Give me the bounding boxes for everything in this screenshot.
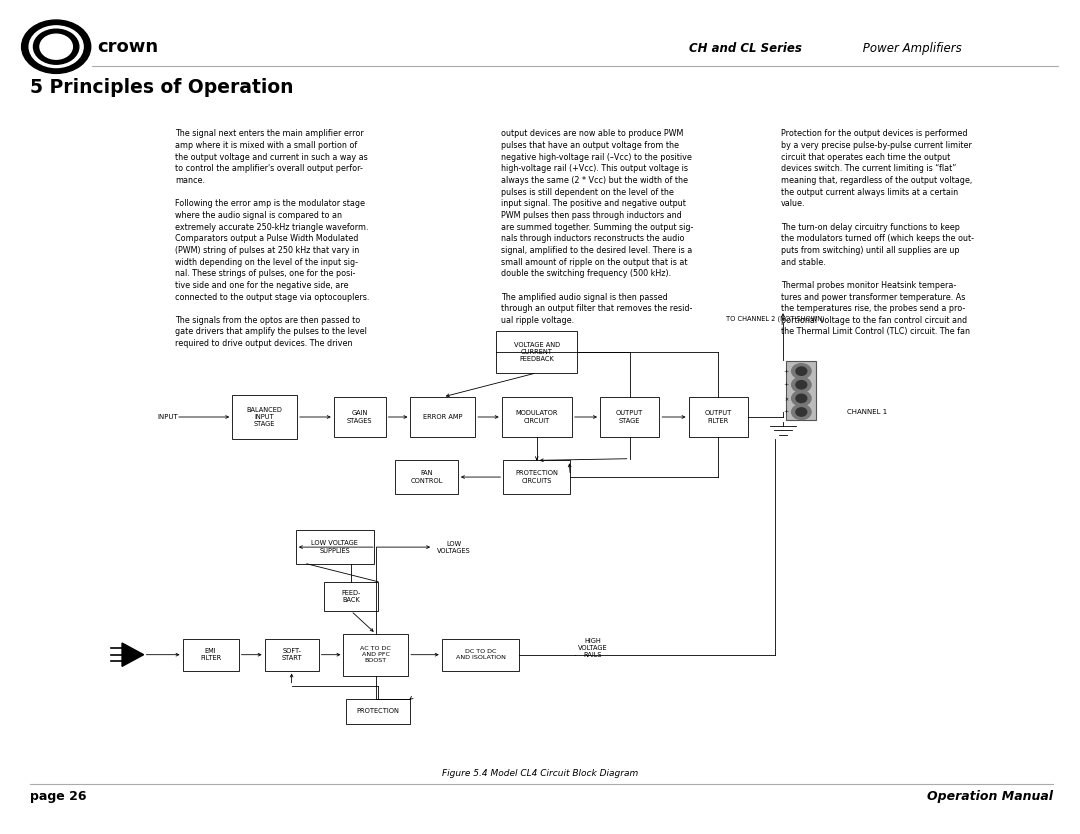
FancyBboxPatch shape: [232, 395, 297, 439]
Text: BALANCED
INPUT
STAGE: BALANCED INPUT STAGE: [246, 407, 283, 427]
Circle shape: [792, 364, 811, 379]
Text: SOFT-
START: SOFT- START: [282, 648, 301, 661]
Text: PROTECTION: PROTECTION: [356, 708, 400, 715]
Circle shape: [29, 26, 83, 68]
Text: FEED-
BACK: FEED- BACK: [341, 590, 361, 603]
FancyBboxPatch shape: [296, 530, 374, 564]
FancyBboxPatch shape: [183, 639, 239, 671]
FancyBboxPatch shape: [600, 397, 659, 437]
Circle shape: [792, 377, 811, 392]
Text: DC TO DC
AND ISOLATION: DC TO DC AND ISOLATION: [456, 649, 505, 661]
Text: ✕: ✕: [784, 396, 788, 401]
Polygon shape: [122, 643, 144, 666]
Text: 5 Principles of Operation: 5 Principles of Operation: [30, 78, 294, 98]
FancyBboxPatch shape: [503, 460, 570, 494]
Text: PROTECTION
CIRCUITS: PROTECTION CIRCUITS: [515, 470, 558, 484]
Text: GAIN
STAGES: GAIN STAGES: [347, 410, 373, 424]
Text: LOW VOLTAGE
SUPPLIES: LOW VOLTAGE SUPPLIES: [311, 540, 359, 554]
Text: CH and CL Series: CH and CL Series: [689, 42, 802, 55]
Text: CHANNEL 1: CHANNEL 1: [847, 409, 887, 415]
FancyBboxPatch shape: [265, 639, 319, 671]
Text: The signal next enters the main amplifier error
amp where it is mixed with a sma: The signal next enters the main amplifie…: [175, 129, 369, 348]
Circle shape: [33, 29, 79, 64]
FancyBboxPatch shape: [501, 397, 572, 437]
Text: EMI
FILTER: EMI FILTER: [200, 648, 221, 661]
Circle shape: [792, 404, 811, 420]
Circle shape: [796, 394, 807, 403]
Circle shape: [796, 408, 807, 416]
Circle shape: [40, 34, 72, 59]
Polygon shape: [46, 42, 66, 53]
Text: VOLTAGE AND
CURRENT
FEEDBACK: VOLTAGE AND CURRENT FEEDBACK: [514, 342, 559, 362]
Text: Protection for the output devices is performed
by a very precise pulse-by-pulse : Protection for the output devices is per…: [781, 129, 974, 336]
Text: OUTPUT
FILTER: OUTPUT FILTER: [704, 410, 732, 424]
Circle shape: [22, 20, 91, 73]
Text: HIGH
VOLTAGE
RAILS: HIGH VOLTAGE RAILS: [578, 638, 607, 658]
Text: TO CHANNEL 2 (NOT SHOWN): TO CHANNEL 2 (NOT SHOWN): [726, 315, 825, 322]
Circle shape: [796, 367, 807, 375]
FancyBboxPatch shape: [346, 699, 410, 724]
Text: page 26: page 26: [30, 790, 86, 803]
Text: crown: crown: [97, 38, 159, 56]
Circle shape: [796, 380, 807, 389]
FancyBboxPatch shape: [786, 361, 816, 420]
Text: Operation Manual: Operation Manual: [927, 790, 1053, 803]
FancyBboxPatch shape: [343, 634, 408, 676]
Text: output devices are now able to produce PWM
pulses that have an output voltage fr: output devices are now able to produce P…: [501, 129, 693, 324]
Text: ERROR AMP: ERROR AMP: [423, 414, 462, 420]
Text: +: +: [784, 382, 788, 387]
FancyBboxPatch shape: [334, 397, 386, 437]
FancyBboxPatch shape: [324, 582, 378, 610]
FancyBboxPatch shape: [410, 397, 475, 437]
Text: LOW
VOLTAGES: LOW VOLTAGES: [437, 540, 471, 554]
FancyBboxPatch shape: [497, 331, 577, 373]
Text: OUTPUT
STAGE: OUTPUT STAGE: [616, 410, 644, 424]
Text: MODULATOR
CIRCUIT: MODULATOR CIRCUIT: [515, 410, 558, 424]
Circle shape: [792, 391, 811, 406]
FancyBboxPatch shape: [689, 397, 748, 437]
Text: Figure 5.4 Model CL4 Circuit Block Diagram: Figure 5.4 Model CL4 Circuit Block Diagr…: [442, 769, 638, 777]
FancyBboxPatch shape: [395, 460, 458, 494]
FancyBboxPatch shape: [442, 639, 519, 671]
Text: AC TO DC
AND PFC
BOOST: AC TO DC AND PFC BOOST: [361, 646, 391, 663]
Text: +: +: [784, 409, 788, 414]
Text: +: +: [784, 369, 788, 374]
Text: Power Amplifiers: Power Amplifiers: [859, 42, 961, 55]
Text: INPUT: INPUT: [157, 414, 178, 420]
Text: FAN
CONTROL: FAN CONTROL: [410, 470, 443, 484]
